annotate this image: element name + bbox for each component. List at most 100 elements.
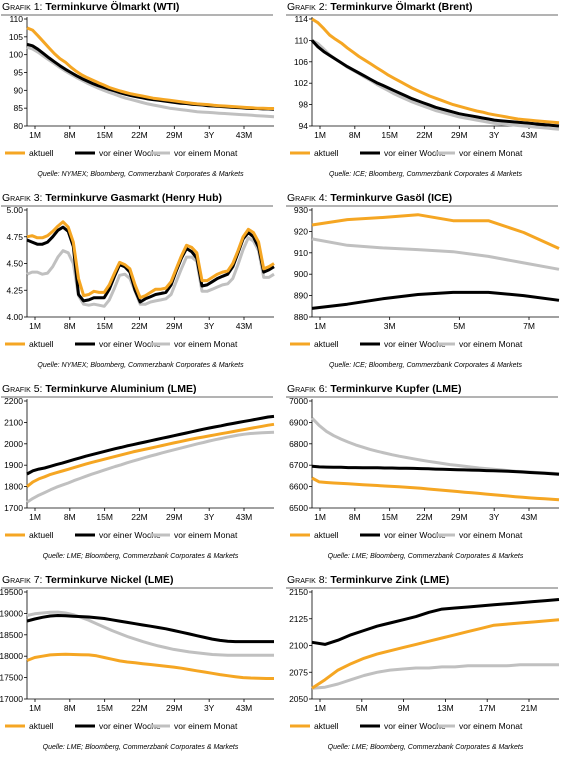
y-tick-label: 80 bbox=[14, 121, 24, 131]
chart-svg: 6500 6600 6700 6800 6900 7000 1M 8M 15M 22M 29M 3Y 4… bbox=[289, 396, 560, 540]
legend-label: vor einem Monat bbox=[459, 148, 523, 158]
y-tick-label: 6800 bbox=[289, 439, 308, 449]
y-tick-label: 930 bbox=[294, 205, 308, 215]
x-tick-label: 15M bbox=[381, 130, 398, 140]
series-line-3 bbox=[311, 663, 559, 690]
legend-label: aktuell bbox=[314, 148, 339, 158]
title-rule bbox=[1, 14, 273, 16]
chart-source: Quelle: LME; Bloomberg, Commerzbank Corp… bbox=[42, 553, 239, 560]
legend-label: vor einem Monat bbox=[174, 721, 238, 731]
chart-svg: 1700 1800 1900 2000 2100 2200 1M 8M 15M 22M 29M 3Y 4… bbox=[4, 396, 275, 540]
chart-title-prefix: Grafik bbox=[287, 574, 316, 586]
y-tick-label: 6700 bbox=[289, 460, 308, 470]
chart-number: 4: bbox=[315, 192, 331, 204]
chart-title-text: Terminkurve Kupfer (LME) bbox=[330, 383, 462, 395]
chart-svg: 2050 2075 2100 2125 2150 1M 5M 9M 13M 17M 21M aktue… bbox=[289, 587, 560, 731]
series-line-3 bbox=[310, 417, 560, 476]
x-tick-label: 8M bbox=[64, 321, 76, 331]
y-tick-label: 2150 bbox=[289, 587, 308, 597]
legend-label: aktuell bbox=[29, 339, 54, 349]
x-tick-label: 3Y bbox=[204, 703, 215, 713]
legend-label: vor einer Woche bbox=[99, 148, 161, 158]
legend-label: vor einem Monat bbox=[459, 721, 523, 731]
series-line-3 bbox=[26, 236, 275, 308]
title-rule bbox=[286, 396, 558, 398]
x-tick-label: 22M bbox=[416, 130, 433, 140]
x-tick-label: 1M bbox=[29, 321, 41, 331]
x-tick-label: 17M bbox=[479, 703, 496, 713]
series-line-1 bbox=[26, 26, 274, 110]
x-tick-label: 15M bbox=[96, 321, 113, 331]
x-tick-label: 15M bbox=[381, 512, 398, 522]
chart-source: Quelle: NYMEX; Bloomberg, Commerzbank Co… bbox=[37, 362, 244, 369]
x-tick-label: 13M bbox=[437, 703, 454, 713]
x-tick-label: 22M bbox=[416, 512, 433, 522]
title-rule bbox=[286, 205, 558, 207]
title-rule bbox=[286, 587, 558, 589]
chart-title: Grafik 5: Terminkurve Aluminium (LME) bbox=[2, 383, 196, 395]
x-tick-label: 22M bbox=[131, 321, 148, 331]
y-tick-label: 18000 bbox=[0, 651, 23, 661]
chart-source: Quelle: ICE; Bloomberg, Commerzbank Corp… bbox=[329, 362, 522, 369]
x-tick-label: 1M bbox=[314, 703, 326, 713]
x-tick-label: 15M bbox=[96, 512, 113, 522]
x-tick-label: 9M bbox=[398, 703, 410, 713]
chart-number: 3: bbox=[30, 192, 46, 204]
y-tick-label: 7000 bbox=[289, 396, 308, 406]
y-tick-label: 19000 bbox=[0, 608, 23, 618]
chart-source: Quelle: LME; Bloomberg, Commerzbank Corp… bbox=[42, 744, 239, 751]
y-tick-label: 110 bbox=[294, 35, 308, 45]
x-tick-label: 3Y bbox=[489, 512, 500, 522]
y-tick-label: 1800 bbox=[4, 482, 23, 492]
y-tick-label: 1700 bbox=[4, 503, 23, 513]
chart-title-text: Terminkurve Aluminium (LME) bbox=[45, 383, 197, 395]
legend-label: vor einem Monat bbox=[459, 339, 523, 349]
x-tick-label: 43M bbox=[236, 130, 253, 140]
legend-label: aktuell bbox=[29, 721, 54, 731]
legend-label: vor einer Woche bbox=[384, 339, 446, 349]
legend-label: vor einer Woche bbox=[384, 148, 446, 158]
y-tick-label: 5.00 bbox=[6, 205, 23, 215]
series-line-1 bbox=[26, 220, 275, 300]
x-tick-label: 8M bbox=[349, 130, 361, 140]
x-tick-label: 1M bbox=[314, 512, 326, 522]
chart-panel-4: Grafik 4: Terminkurve Gasöl (ICE) 880 890 9… bbox=[285, 191, 561, 382]
y-tick-label: 18500 bbox=[0, 630, 23, 640]
series-line-1 bbox=[26, 652, 274, 680]
y-tick-label: 100 bbox=[9, 50, 23, 60]
legend-label: vor einem Monat bbox=[174, 530, 238, 540]
legend-label: vor einem Monat bbox=[174, 148, 238, 158]
x-tick-label: 22M bbox=[131, 703, 148, 713]
series-line-2 bbox=[310, 39, 560, 128]
chart-number: 8: bbox=[315, 574, 331, 586]
x-tick-label: 29M bbox=[451, 512, 468, 522]
y-tick-label: 4.00 bbox=[6, 312, 23, 322]
title-rule bbox=[1, 396, 273, 398]
series-line-1 bbox=[311, 476, 560, 502]
y-tick-label: 95 bbox=[14, 68, 24, 78]
x-tick-label: 8M bbox=[64, 703, 76, 713]
chart-title-text: Terminkurve Zink (LME) bbox=[330, 574, 450, 586]
y-tick-label: 2075 bbox=[289, 667, 308, 677]
chart-panel-3: Grafik 3: Terminkurve Gasmarkt (Henry Hu… bbox=[0, 191, 281, 382]
chart-panel-8: Grafik 8: Terminkurve Zink (LME) 2050 2075… bbox=[285, 573, 561, 764]
x-tick-label: 43M bbox=[236, 321, 253, 331]
chart-number: 1: bbox=[30, 1, 46, 13]
x-tick-label: 3Y bbox=[489, 130, 500, 140]
y-tick-label: 85 bbox=[14, 103, 24, 113]
chart-title-prefix: Grafik bbox=[287, 192, 316, 204]
series-line-2 bbox=[311, 290, 560, 310]
title-rule bbox=[1, 587, 273, 589]
legend-label: aktuell bbox=[314, 339, 339, 349]
legend-label: aktuell bbox=[314, 721, 339, 731]
x-tick-label: 1M bbox=[29, 512, 41, 522]
series-line-2 bbox=[311, 598, 560, 646]
series-line-1 bbox=[26, 422, 275, 488]
x-tick-label: 15M bbox=[96, 130, 113, 140]
y-tick-label: 94 bbox=[299, 121, 309, 131]
series-line-2 bbox=[311, 464, 560, 476]
chart-source: Quelle: LME; Bloomberg, Commerzbank Corp… bbox=[327, 744, 524, 751]
series-line-2 bbox=[26, 414, 275, 476]
x-tick-label: 1M bbox=[29, 703, 41, 713]
chart-number: 2: bbox=[315, 1, 331, 13]
